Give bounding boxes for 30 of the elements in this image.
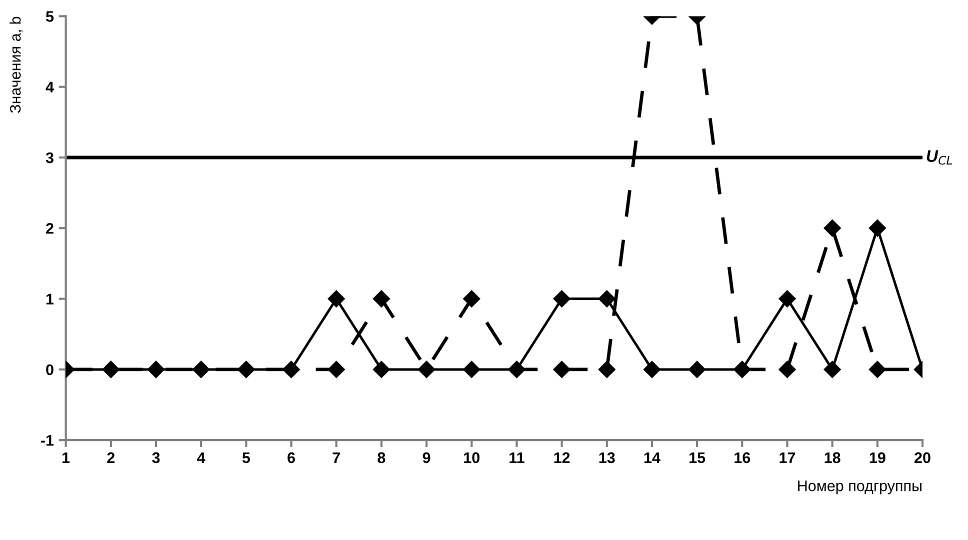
y-tick-label: 0 bbox=[46, 364, 54, 376]
x-tick-label: 4 bbox=[197, 452, 206, 463]
x-tick-label: 14 bbox=[644, 452, 660, 463]
y-tick-label: 1 bbox=[46, 294, 54, 304]
x-tick-label: 17 bbox=[780, 452, 796, 463]
x-tick-label: 18 bbox=[824, 452, 840, 464]
x-tick-label: 16 bbox=[734, 452, 750, 464]
x-tick-label: 5 bbox=[242, 452, 250, 464]
x-tick-label: 20 bbox=[914, 452, 930, 464]
x-tick-label: 13 bbox=[599, 452, 615, 464]
y-tick-label: 3 bbox=[46, 152, 54, 164]
x-axis-title: Номер подгруппы bbox=[798, 480, 922, 494]
y-tick-label: 2 bbox=[46, 223, 54, 234]
y-tick-label: 5 bbox=[46, 11, 54, 22]
x-tick-label: 6 bbox=[288, 452, 295, 464]
x-tick-label: 9 bbox=[422, 452, 430, 464]
x-tick-label: 15 bbox=[690, 452, 706, 464]
x-tick-label: 3 bbox=[152, 452, 160, 464]
x-tick-label: 12 bbox=[554, 452, 570, 463]
y-tick-label: 4 bbox=[46, 82, 54, 92]
x-tick-label: 19 bbox=[870, 452, 886, 464]
x-tick-label: 1 bbox=[62, 452, 70, 463]
y-tick-label: -1 bbox=[41, 435, 54, 446]
x-tick-label: 8 bbox=[378, 452, 386, 464]
y-axis-title: Значения a, b bbox=[10, 16, 23, 113]
x-tick-label: 7 bbox=[332, 452, 340, 463]
x-tick-label: 2 bbox=[107, 452, 115, 463]
x-tick-label: 11 bbox=[510, 452, 524, 463]
ref-line-label: U$_{CL}$ bbox=[926, 150, 952, 165]
x-tick-label: 10 bbox=[464, 452, 480, 464]
